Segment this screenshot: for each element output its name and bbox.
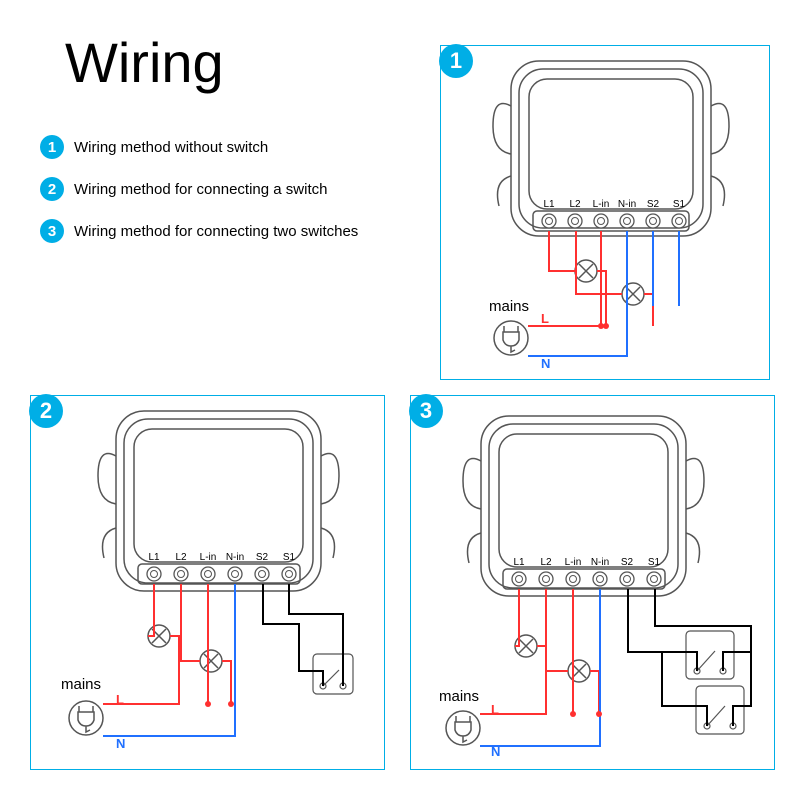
legend-text-3: Wiring method for connecting two switche…: [74, 223, 358, 240]
legend-list: 1 Wiring method without switch 2 Wiring …: [40, 135, 358, 261]
terminal-label-N-in: N-in: [591, 557, 609, 568]
terminal-label-S1: S1: [283, 552, 296, 563]
legend-item-3: 3 Wiring method for connecting two switc…: [40, 219, 358, 243]
terminal-label-L-in: L-in: [565, 557, 582, 568]
terminal-label-S2: S2: [256, 552, 269, 563]
terminal-S1: [282, 567, 296, 581]
terminal-L2: [174, 567, 188, 581]
terminal-label-L2: L2: [175, 552, 187, 563]
legend-item-2: 2 Wiring method for connecting a switch: [40, 177, 358, 201]
terminal-label-L2: L2: [569, 199, 581, 210]
terminal-L-in: [566, 572, 580, 586]
terminal-L1: [512, 572, 526, 586]
terminal-label-L1: L1: [543, 199, 555, 210]
legend-text-1: Wiring method without switch: [74, 139, 268, 156]
terminal-label-L1: L1: [513, 557, 525, 568]
panel-badge-1: 1: [439, 44, 473, 78]
legend-text-2: Wiring method for connecting a switch: [74, 181, 327, 198]
page-title: Wiring: [65, 30, 224, 95]
panel-badge-2: 2: [29, 394, 63, 428]
legend-badge-2: 2: [40, 177, 64, 201]
terminal-L1: [147, 567, 161, 581]
wiring-diagram-2: L1L2L-inN-inS2S1: [31, 396, 386, 771]
terminal-N-in: [593, 572, 607, 586]
terminal-label-S2: S2: [647, 199, 660, 210]
wiring-diagram-1: L1L2L-inN-inS2S1: [441, 46, 771, 381]
terminal-S2: [646, 214, 660, 228]
terminal-label-N-in: N-in: [226, 552, 244, 563]
diagram-panel-3: 3 L1 L2 L-in N-in S2 S1: [410, 395, 775, 770]
terminal-S2: [620, 572, 634, 586]
terminal-label-L1: L1: [148, 552, 160, 563]
wiring-diagram-3: L1 L2 L-in N-in S2 S1: [411, 396, 776, 771]
legend-badge-3: 3: [40, 219, 64, 243]
live-label-3: L: [491, 702, 499, 717]
live-label-1: L: [541, 311, 549, 326]
terminal-N-in: [228, 567, 242, 581]
terminal-S1: [672, 214, 686, 228]
diagram-panel-1: 1 L1 L2 L-in N-in S2 S1: [440, 45, 770, 380]
panel-badge-3: 3: [409, 394, 443, 428]
terminal-L-in: [594, 214, 608, 228]
terminal-L1: [542, 214, 556, 228]
terminal-label-L-in: L-in: [200, 552, 217, 563]
terminal-label-L-in: L-in: [593, 199, 610, 210]
mains-label-1: mains: [489, 298, 529, 315]
terminal-N-in: [620, 214, 634, 228]
neutral-label-2: N: [116, 736, 125, 751]
mains-label-2: mains: [61, 676, 101, 693]
terminal-L2: [539, 572, 553, 586]
terminal-L2: [568, 214, 582, 228]
terminal-L-in: [201, 567, 215, 581]
terminal-label-S1: S1: [673, 199, 686, 210]
mains-label-3: mains: [439, 688, 479, 705]
terminal-label-S2: S2: [621, 557, 634, 568]
live-label-2: L: [116, 692, 124, 707]
neutral-label-1: N: [541, 356, 550, 371]
neutral-label-3: N: [491, 744, 500, 759]
terminal-S2: [255, 567, 269, 581]
terminal-label-N-in: N-in: [618, 199, 636, 210]
legend-item-1: 1 Wiring method without switch: [40, 135, 358, 159]
legend-badge-1: 1: [40, 135, 64, 159]
terminal-label-L2: L2: [540, 557, 552, 568]
terminal-label-S1: S1: [648, 557, 661, 568]
diagram-panel-2: 2 L1 L2 L-in N-in S2 S1: [30, 395, 385, 770]
terminal-S1: [647, 572, 661, 586]
